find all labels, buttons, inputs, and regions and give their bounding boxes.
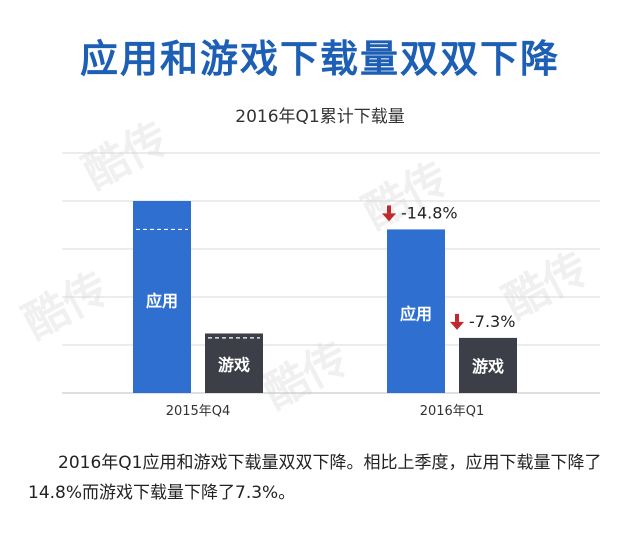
bar-label: 游戏: [218, 355, 250, 374]
x-tick-label: 2015年Q4: [166, 404, 231, 419]
chart-title: 2016年Q1累计下载量: [235, 107, 405, 127]
down-arrow-icon: [450, 321, 464, 330]
down-arrow-icon: [455, 313, 459, 322]
bar-label: 应用: [400, 304, 432, 323]
change-label: -14.8%: [401, 203, 458, 222]
page-title: 应用和游戏下载量双双下降: [79, 37, 560, 81]
caption-text: 2016年Q1应用和游戏下载量双双下降。相比上季度，应用下载量下降了14.8%而…: [28, 453, 602, 503]
bar-label: 游戏: [472, 357, 504, 376]
bar-label: 应用: [146, 292, 178, 311]
bar-app: [387, 229, 445, 393]
bar-game: [459, 337, 517, 393]
x-tick-label: 2016年Q1: [420, 404, 485, 419]
down-arrow-icon: [382, 213, 396, 222]
down-arrow-icon: [387, 205, 391, 214]
bar-game: [205, 333, 263, 393]
bar-app: [133, 201, 191, 393]
change-label: -7.3%: [469, 312, 515, 331]
